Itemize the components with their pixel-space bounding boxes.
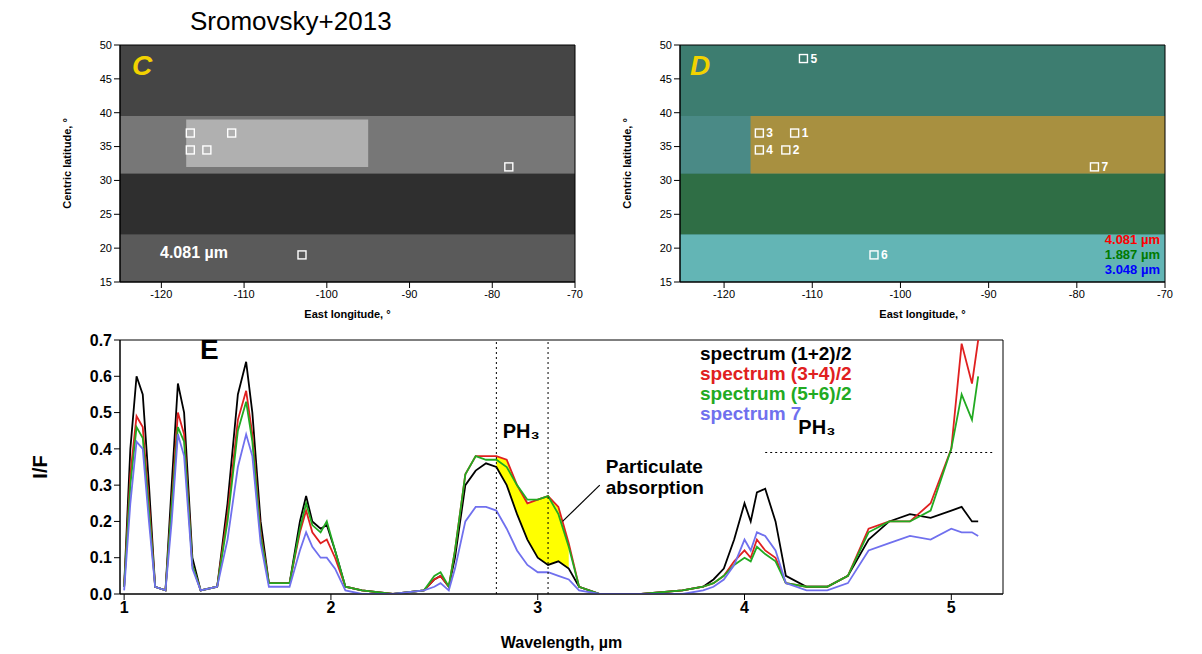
svg-text:0.7: 0.7	[90, 332, 112, 349]
svg-text:0.2: 0.2	[90, 513, 112, 530]
svg-text:-70: -70	[567, 288, 583, 300]
svg-text:PH₃: PH₃	[798, 416, 835, 438]
html-text:D: D	[690, 50, 711, 81]
svg-text:PH₃: PH₃	[503, 420, 540, 442]
svg-text:25: 25	[100, 208, 112, 220]
svg-text:7: 7	[1101, 160, 1108, 174]
svg-text:15: 15	[100, 276, 112, 288]
svg-text:30: 30	[100, 174, 112, 186]
svg-text:-90: -90	[981, 288, 997, 300]
svg-text:0.0: 0.0	[90, 586, 112, 603]
svg-text:1: 1	[120, 599, 129, 616]
svg-text:0.3: 0.3	[90, 477, 112, 494]
svg-text:35: 35	[660, 140, 672, 152]
svg-text:I/F: I/F	[29, 455, 51, 478]
svg-text:20: 20	[660, 242, 672, 254]
svg-text:-120: -120	[150, 288, 172, 300]
svg-text:East longitude, °: East longitude, °	[879, 308, 965, 320]
svg-text:4: 4	[740, 599, 749, 616]
svg-text:40: 40	[100, 107, 112, 119]
svg-text:50: 50	[100, 39, 112, 51]
html-text:4.081 µm: 4.081 µm	[160, 244, 228, 261]
html-text:1.887 µm: 1.887 µm	[1104, 247, 1160, 262]
svg-text:2: 2	[793, 143, 800, 157]
html-text:spectrum (3+4)/2: spectrum (3+4)/2	[700, 363, 852, 384]
html-text:4.081 µm: 4.081 µm	[1104, 232, 1160, 247]
svg-text:3: 3	[533, 599, 542, 616]
html-text:3.048 µm: 3.048 µm	[1104, 262, 1160, 277]
svg-text:40: 40	[660, 107, 672, 119]
svg-text:3: 3	[766, 126, 773, 140]
html-text:Sromovsky+2013: Sromovsky+2013	[190, 6, 392, 36]
svg-text:5: 5	[947, 599, 956, 616]
svg-text:50: 50	[660, 39, 672, 51]
svg-text:-100: -100	[316, 288, 338, 300]
svg-text:Centric latitude, °: Centric latitude, °	[61, 118, 73, 209]
svg-text:20: 20	[100, 242, 112, 254]
svg-text:45: 45	[660, 73, 672, 85]
svg-text:45: 45	[100, 73, 112, 85]
svg-text:-70: -70	[1157, 288, 1173, 300]
svg-text:East longitude, °: East longitude, °	[304, 308, 390, 320]
svg-text:Particulateabsorption: Particulateabsorption	[606, 456, 704, 498]
html-text:E: E	[200, 334, 219, 365]
svg-text:4: 4	[766, 143, 773, 157]
svg-text:0.6: 0.6	[90, 368, 112, 385]
svg-text:-100: -100	[889, 288, 911, 300]
svg-text:15: 15	[660, 276, 672, 288]
svg-text:-80: -80	[1069, 288, 1085, 300]
svg-text:1: 1	[802, 126, 809, 140]
svg-text:-90: -90	[402, 288, 418, 300]
svg-text:Centric latitude, °: Centric latitude, °	[621, 118, 633, 209]
svg-text:0.4: 0.4	[90, 441, 112, 458]
svg-text:5: 5	[810, 52, 817, 66]
svg-text:6: 6	[881, 248, 888, 262]
svg-text:30: 30	[660, 174, 672, 186]
html-text:spectrum (1+2)/2: spectrum (1+2)/2	[700, 343, 852, 364]
svg-text:35: 35	[100, 140, 112, 152]
svg-text:-110: -110	[233, 288, 254, 300]
html-text:C: C	[132, 50, 153, 81]
svg-text:2: 2	[326, 599, 335, 616]
svg-text:0.5: 0.5	[90, 404, 112, 421]
svg-text:Wavelength, µm: Wavelength, µm	[501, 634, 623, 651]
html-text:spectrum 7: spectrum 7	[700, 403, 802, 424]
svg-text:-80: -80	[484, 288, 500, 300]
html-text:spectrum (5+6)/2: spectrum (5+6)/2	[700, 383, 852, 404]
svg-text:0.1: 0.1	[90, 549, 112, 566]
svg-text:-120: -120	[713, 288, 735, 300]
svg-text:25: 25	[660, 208, 672, 220]
svg-text:-110: -110	[802, 288, 823, 300]
